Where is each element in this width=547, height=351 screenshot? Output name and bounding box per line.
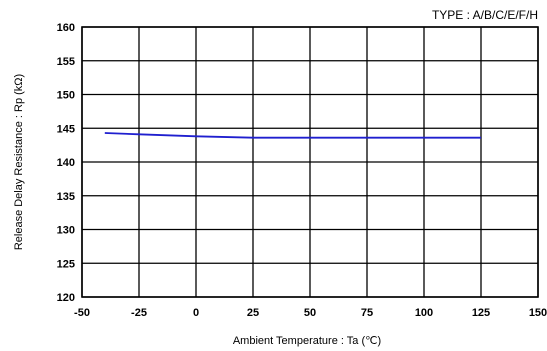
x-axis-title: Ambient Temperature : Ta (℃) — [233, 335, 381, 347]
x-tick-label: 125 — [472, 307, 490, 319]
x-tick-labels: -50 -25 0 25 50 75 100 125 150 — [74, 307, 547, 319]
y-tick-labels: 120 125 130 135 140 145 150 155 160 — [57, 22, 75, 304]
y-axis-title: Release Delay Resistance : Rp (kΩ) — [13, 74, 25, 250]
x-tick-label: 150 — [529, 307, 547, 319]
y-tick-label: 125 — [57, 258, 75, 270]
grid — [81, 26, 539, 298]
y-tick-label: 145 — [57, 123, 75, 135]
y-tick-label: 135 — [57, 191, 75, 203]
y-tick-label: 140 — [57, 157, 75, 169]
type-annotation: TYPE : A/B/C/E/F/H — [432, 8, 538, 22]
series-layer — [104, 132, 481, 139]
x-tick-label: -25 — [131, 307, 147, 319]
y-tick-label: 155 — [57, 56, 75, 68]
x-tick-label: 75 — [361, 307, 373, 319]
y-tick-label: 150 — [57, 90, 75, 102]
y-tick-label: 130 — [57, 225, 75, 237]
x-tick-label: 0 — [193, 307, 199, 319]
plot-border — [81, 26, 539, 298]
y-tick-label: 120 — [57, 292, 75, 304]
x-tick-label: -50 — [74, 307, 90, 319]
y-tick-label: 160 — [57, 22, 75, 34]
x-tick-label: 100 — [415, 307, 433, 319]
x-tick-label: 50 — [304, 307, 316, 319]
series-line — [104, 132, 481, 139]
x-tick-label: 25 — [247, 307, 259, 319]
